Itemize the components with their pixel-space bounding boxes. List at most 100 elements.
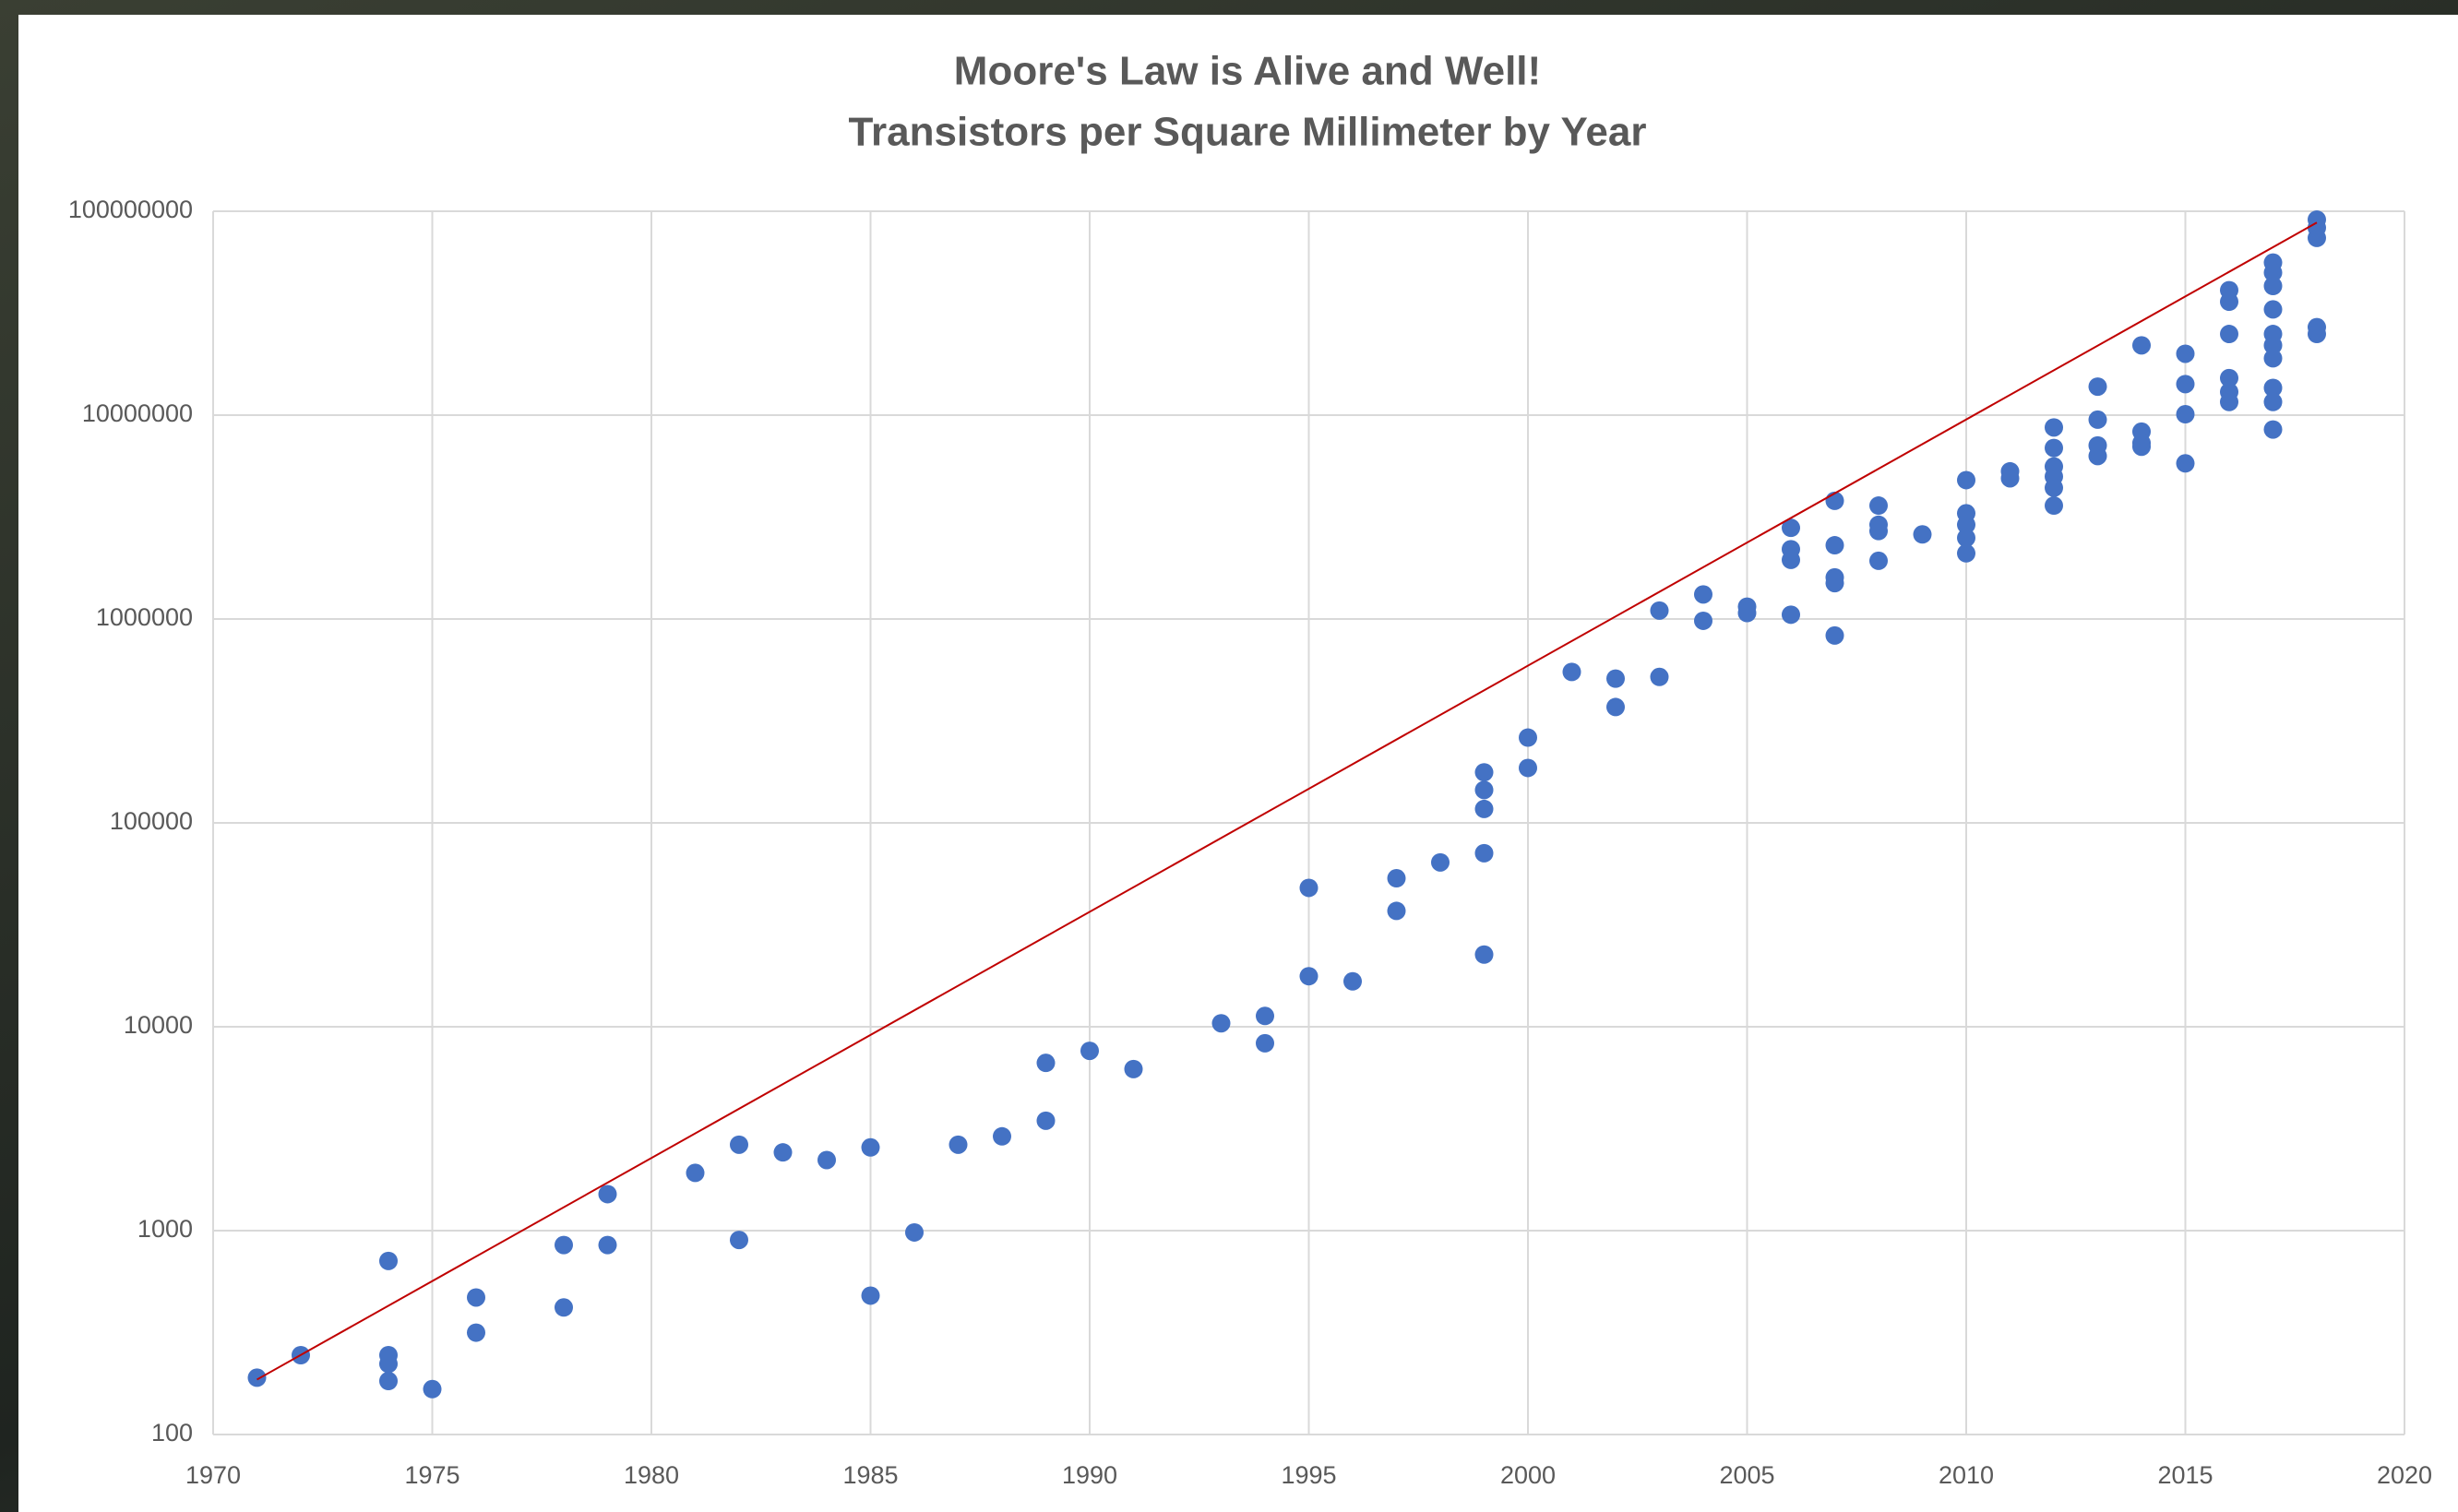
x-tick-label: 1980 <box>624 1461 679 1489</box>
data-point <box>1080 1042 1099 1060</box>
data-point <box>1388 869 1406 887</box>
data-point <box>1519 758 1537 777</box>
data-point <box>2308 229 2326 247</box>
data-point <box>2264 300 2283 318</box>
data-point <box>1431 853 1450 872</box>
x-tick-label: 1975 <box>404 1461 459 1489</box>
data-point <box>1519 729 1537 747</box>
data-point <box>1826 626 1844 645</box>
data-point <box>730 1136 748 1154</box>
data-point <box>1475 946 1494 964</box>
data-point <box>1694 585 1712 603</box>
data-point <box>1782 605 1800 624</box>
data-point <box>1343 972 1362 991</box>
trend-line <box>257 222 2318 1379</box>
data-point <box>2132 336 2151 354</box>
data-point <box>1606 670 1625 688</box>
data-point <box>1475 800 1494 818</box>
data-point <box>1738 604 1757 623</box>
data-point <box>1256 1034 1274 1053</box>
data-point <box>2220 292 2238 311</box>
data-point <box>2177 405 2195 423</box>
x-tick-label: 2020 <box>2377 1461 2432 1489</box>
data-point <box>686 1163 705 1182</box>
data-point <box>2220 393 2238 411</box>
data-point <box>774 1143 793 1161</box>
x-tick-label: 1970 <box>185 1461 241 1489</box>
chart-subtitle: Transistors per Square Millimeter by Yea… <box>849 110 1647 155</box>
data-point <box>2177 375 2195 393</box>
data-point <box>379 1372 398 1390</box>
y-tick-label: 100000000 <box>68 196 193 223</box>
data-point <box>599 1236 617 1255</box>
data-point <box>905 1223 924 1242</box>
data-point <box>2308 325 2326 343</box>
data-point <box>1212 1014 1231 1032</box>
data-point <box>862 1286 880 1304</box>
data-point <box>862 1138 880 1157</box>
data-point <box>1388 901 1406 920</box>
x-tick-label: 2000 <box>1500 1461 1556 1489</box>
data-point <box>2177 454 2195 472</box>
data-point <box>1651 601 1669 620</box>
data-point <box>730 1231 748 1249</box>
data-point <box>1957 544 1975 563</box>
data-point <box>2045 479 2063 497</box>
data-point <box>555 1298 573 1316</box>
y-tick-label: 10000000 <box>82 399 193 427</box>
y-tick-label: 100000 <box>110 807 193 835</box>
data-point <box>1300 967 1318 985</box>
chart-card: Moore's Law is Alive and Well! Transisto… <box>18 15 2458 1512</box>
data-point <box>1475 844 1494 863</box>
data-point <box>2177 344 2195 363</box>
data-point <box>2264 349 2283 367</box>
data-point <box>2001 469 2020 487</box>
data-point <box>1037 1054 1056 1072</box>
data-point <box>248 1368 267 1387</box>
data-point <box>1957 470 1975 489</box>
x-tick-label: 1990 <box>1062 1461 1117 1489</box>
data-point <box>599 1185 617 1203</box>
data-point <box>1256 1006 1274 1025</box>
data-point <box>379 1354 398 1373</box>
chart-title: Moore's Law is Alive and Well! <box>954 49 1541 94</box>
data-point <box>467 1288 485 1306</box>
data-point <box>1694 612 1712 630</box>
data-point <box>1782 551 1800 569</box>
data-point <box>1606 697 1625 716</box>
x-tick-label: 1995 <box>1281 1461 1336 1489</box>
data-point <box>2045 496 2063 515</box>
chart: Moore's Law is Alive and Well! Transisto… <box>18 15 2458 1512</box>
data-point <box>1651 668 1669 686</box>
data-point <box>2045 418 2063 436</box>
data-point <box>379 1252 398 1270</box>
data-point <box>1869 522 1888 541</box>
data-point <box>2132 437 2151 456</box>
data-point <box>1125 1060 1143 1078</box>
y-tick-label: 1000000 <box>96 603 193 631</box>
data-point <box>817 1150 836 1169</box>
data-point <box>1475 763 1494 781</box>
data-point <box>2264 421 2283 439</box>
data-point <box>1914 525 1932 543</box>
data-point <box>1826 536 1844 554</box>
data-point <box>1826 574 1844 592</box>
data-point <box>1869 496 1888 515</box>
x-tick-label: 1985 <box>842 1461 898 1489</box>
data-point <box>949 1136 968 1154</box>
y-tick-label: 10000 <box>124 1011 193 1039</box>
y-tick-label: 1000 <box>137 1215 193 1243</box>
x-tick-label: 2015 <box>2157 1461 2213 1489</box>
data-point <box>1037 1112 1056 1130</box>
data-point <box>2045 439 2063 458</box>
data-point <box>1869 552 1888 570</box>
data-point <box>2264 277 2283 295</box>
data-point <box>467 1324 485 1342</box>
data-point <box>2089 446 2107 465</box>
page: {"chart_data": {"type": "scatter", "titl… <box>0 0 2458 1512</box>
data-point <box>1563 662 1581 681</box>
data-point <box>2089 411 2107 429</box>
y-tick-label: 100 <box>151 1419 193 1447</box>
data-point <box>1475 780 1494 799</box>
data-point <box>993 1127 1011 1146</box>
